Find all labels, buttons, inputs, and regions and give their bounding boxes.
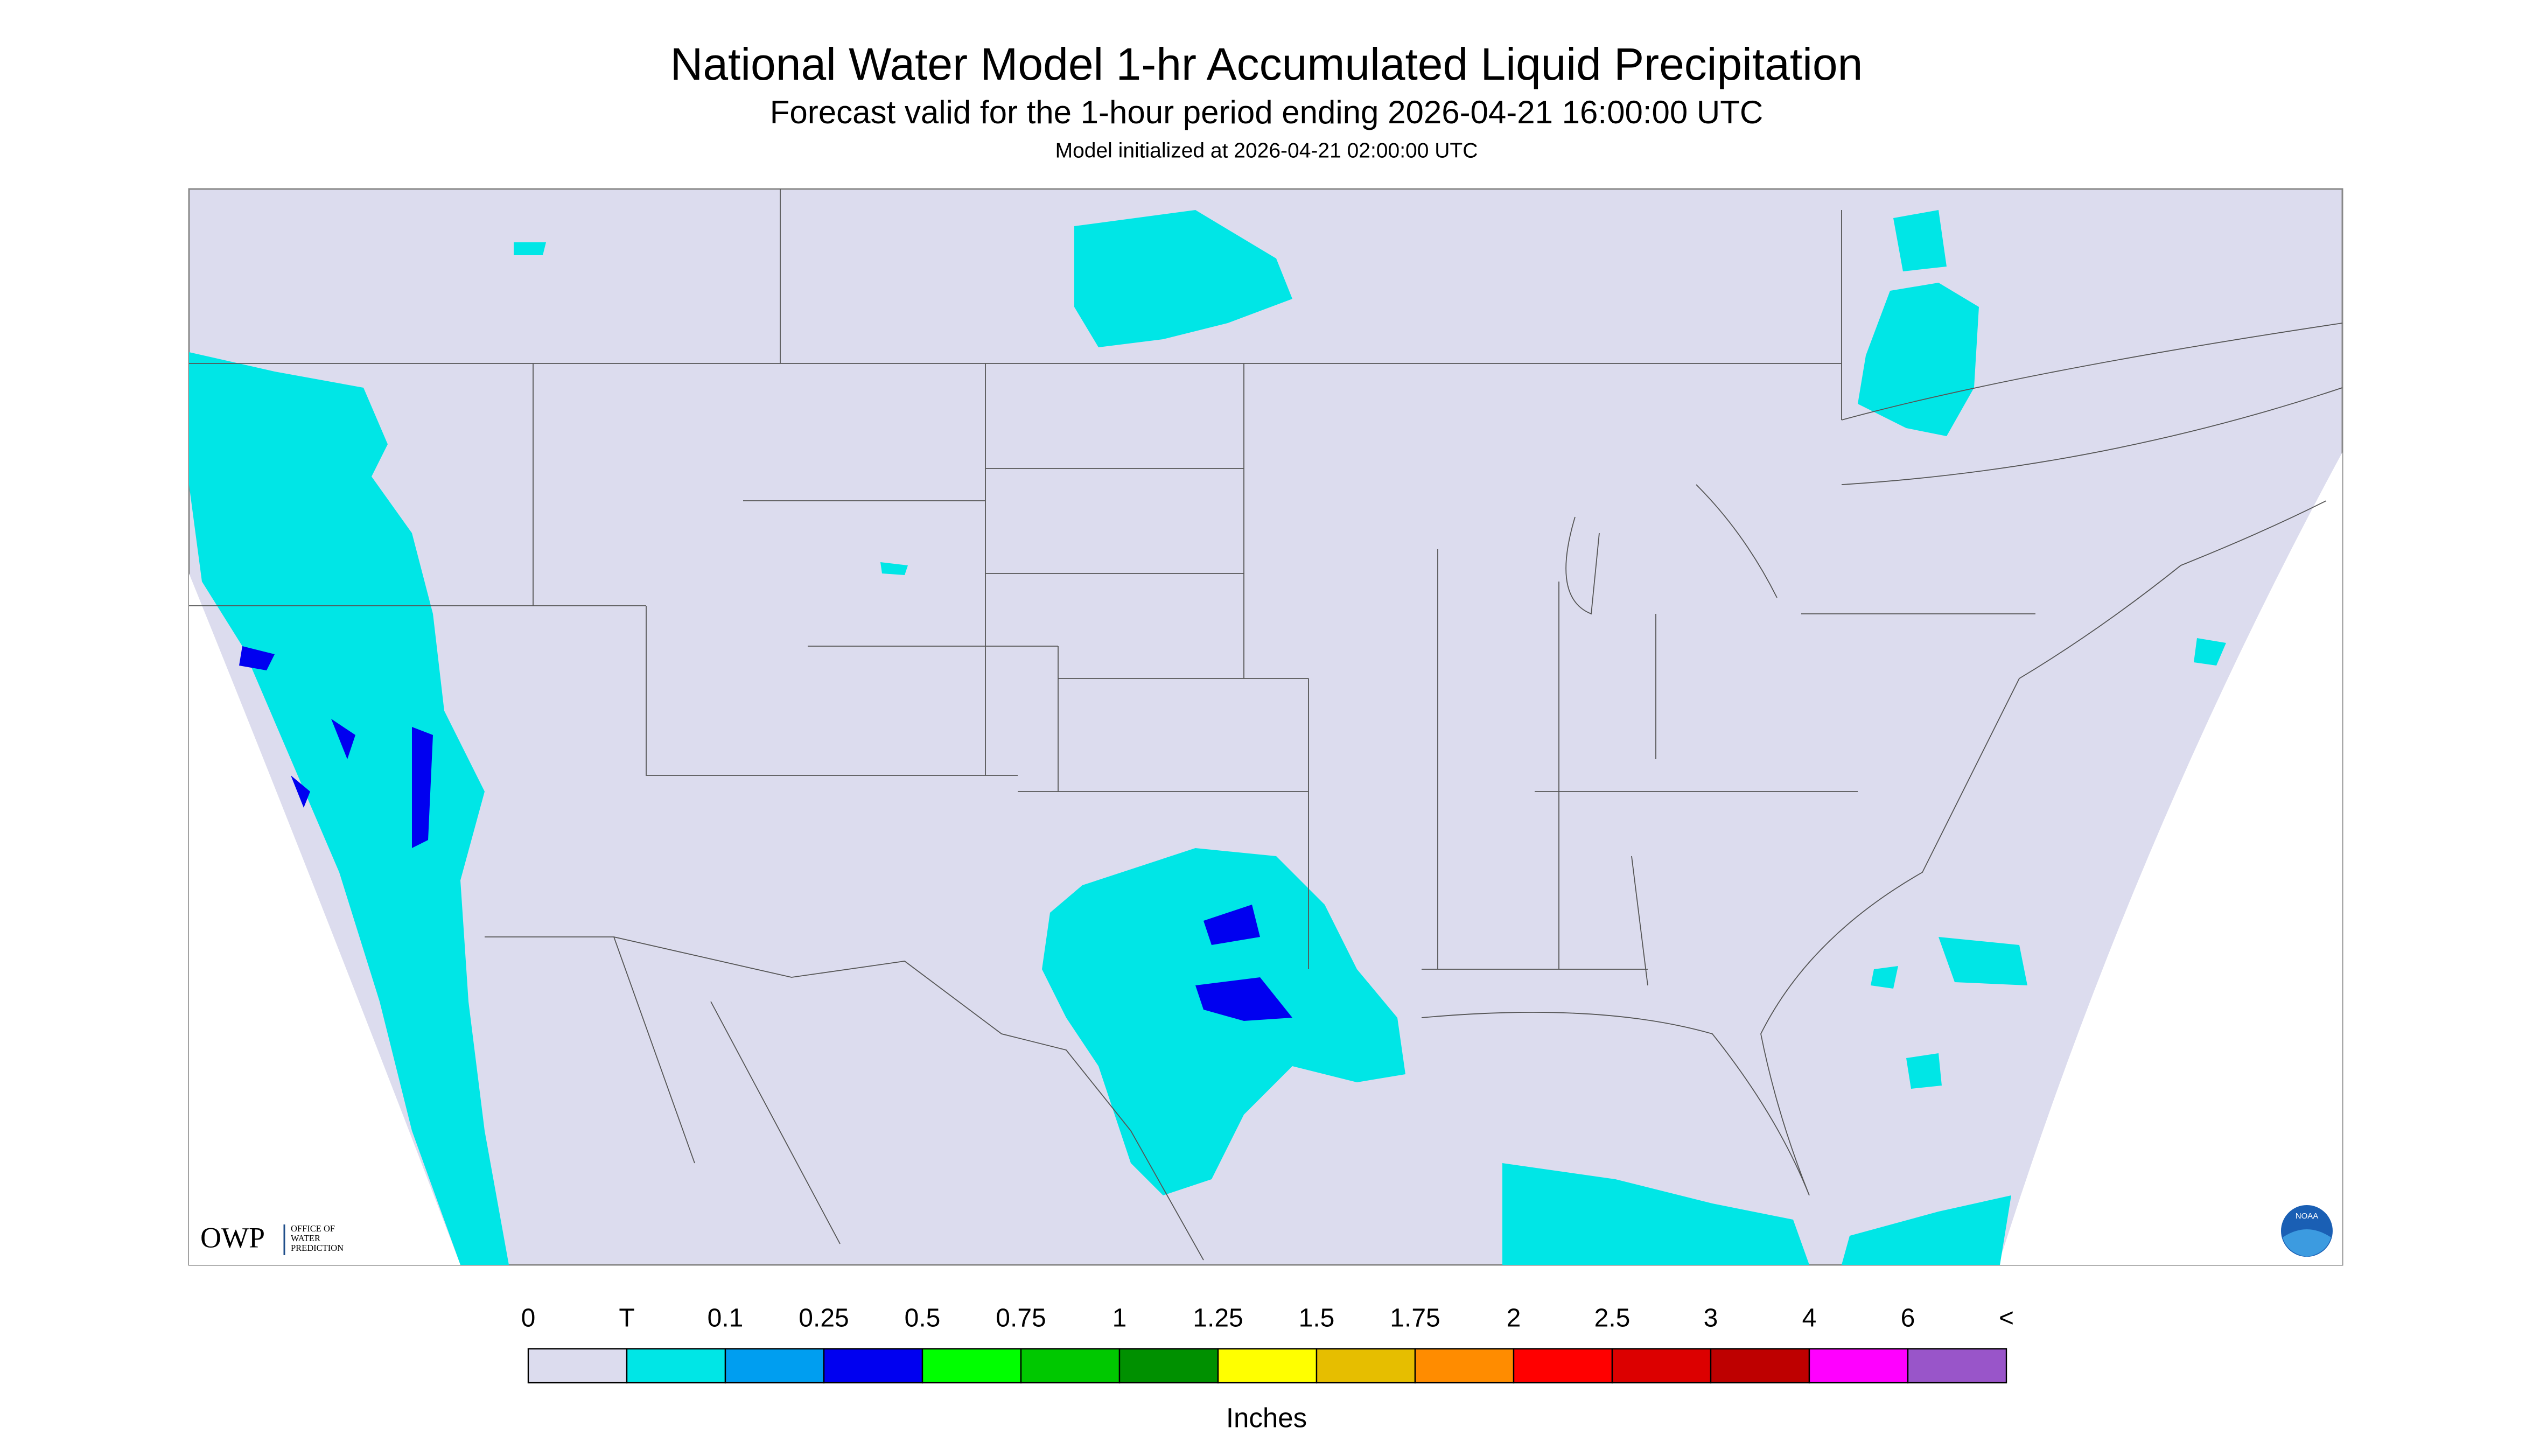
legend-swatch [1118, 1348, 1219, 1384]
legend-unit: Inches [1226, 1402, 1307, 1433]
legend-label: 2 [1507, 1304, 1521, 1333]
legend-swatch [1907, 1348, 2007, 1384]
legend-swatch [527, 1348, 628, 1384]
legend-label: 4 [1802, 1304, 1817, 1333]
legend-label: 6 [1901, 1304, 1915, 1333]
owp-logo: OWP OFFICE OF WATER PREDICTION [200, 1221, 344, 1256]
legend-swatch [1710, 1348, 1810, 1384]
logo-line: PREDICTION [291, 1243, 344, 1253]
legend-swatch [1513, 1348, 1613, 1384]
map: OWP OFFICE OF WATER PREDICTION NOAA [188, 188, 2343, 1266]
init-time: Model initialized at 2026-04-21 02:00:00… [1055, 139, 1478, 162]
legend-swatch [1808, 1348, 1909, 1384]
legend-label: 2.5 [1594, 1304, 1631, 1333]
legend-label: 3 [1704, 1304, 1718, 1333]
logo-text: OWP [200, 1221, 265, 1254]
legend-swatch [1316, 1348, 1416, 1384]
legend-swatch [1414, 1348, 1515, 1384]
legend-label: T [619, 1304, 634, 1333]
noaa-logo: NOAA [2281, 1205, 2333, 1257]
title: National Water Model 1-hr Accumulated Li… [670, 39, 1863, 89]
logo-line: WATER [291, 1233, 320, 1243]
legend-swatch [921, 1348, 1022, 1384]
legend-label: 1 [1112, 1304, 1127, 1333]
subtitle: Forecast valid for the 1-hour period end… [770, 94, 1763, 130]
legend-label: 1.25 [1193, 1304, 1243, 1333]
legend-label: 0 [521, 1304, 536, 1333]
legend-swatch [724, 1348, 825, 1384]
legend-swatch [823, 1348, 923, 1384]
logo-line: OFFICE OF [291, 1223, 335, 1234]
legend-label: 1.75 [1390, 1304, 1440, 1333]
legend-label: < [1999, 1304, 2014, 1333]
legend-swatch [1217, 1348, 1318, 1384]
legend-label: 0.75 [996, 1304, 1046, 1333]
legend-swatch [1020, 1348, 1121, 1384]
legend-label: 1.5 [1299, 1304, 1335, 1333]
legend-swatch [1611, 1348, 1712, 1384]
legend-label: 0.5 [905, 1304, 941, 1333]
legend-label: 0.25 [799, 1304, 849, 1333]
badge-text: NOAA [2296, 1212, 2319, 1221]
legend: 0 T 0.1 0.25 0.5 0.75 1 1.25 1.5 1.75 2 2.5 3 4 6 < [521, 1304, 2014, 1384]
legend-label: 0.1 [708, 1304, 744, 1333]
legend-swatch [626, 1348, 726, 1384]
